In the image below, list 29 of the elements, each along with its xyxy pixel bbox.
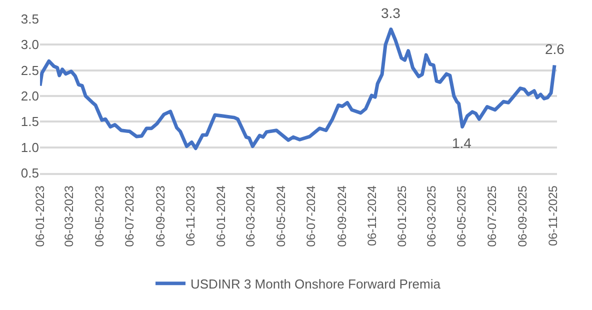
x-tick-label: 06-05-2025 bbox=[454, 185, 469, 247]
y-tick-label: 0.5 bbox=[20, 166, 39, 181]
x-tick-label: 06-11-2024 bbox=[365, 185, 380, 246]
y-tick-label: 3.5 bbox=[20, 12, 39, 27]
x-tick-label: 06-09-2024 bbox=[334, 185, 349, 247]
legend-label: USDINR 3 Month Onshore Forward Premia bbox=[190, 276, 442, 292]
x-tick-label: 06-09-2023 bbox=[153, 185, 168, 247]
y-tick-label: 2.5 bbox=[20, 62, 39, 78]
x-tick-label: 06-01-2025 bbox=[395, 185, 410, 247]
y-tick-label: 1.5 bbox=[20, 114, 39, 130]
x-tick-label: 06-01-2024 bbox=[214, 185, 228, 247]
x-tick-label: 06-05-2024 bbox=[274, 185, 288, 247]
x-tick-label: 06-09-2025 bbox=[516, 185, 530, 247]
x-tick-label: 06-03-2025 bbox=[424, 185, 438, 247]
y-tick-label: 1.0 bbox=[20, 140, 39, 155]
x-tick-label: 06-01-2023 bbox=[32, 185, 47, 247]
x-tick-label: 06-11-2025 bbox=[546, 185, 560, 246]
x-tick-label: 06-07-2025 bbox=[484, 185, 499, 247]
y-tick-label: 2.0 bbox=[20, 88, 39, 104]
y-tick-label: 3.0 bbox=[20, 37, 39, 52]
x-tick-label: 06-07-2024 bbox=[304, 185, 318, 247]
annotation: 1.4 bbox=[452, 135, 472, 151]
x-tick-label: 06-11-2023 bbox=[184, 185, 198, 246]
x-tick-label: 06-03-2023 bbox=[62, 185, 76, 247]
x-tick-label: 06-05-2023 bbox=[92, 185, 106, 247]
annotation: 2.6 bbox=[545, 41, 565, 57]
x-tick-label: 06-03-2024 bbox=[244, 185, 258, 247]
annotation: 3.3 bbox=[381, 5, 401, 21]
x-tick-label: 06-07-2023 bbox=[122, 185, 137, 247]
